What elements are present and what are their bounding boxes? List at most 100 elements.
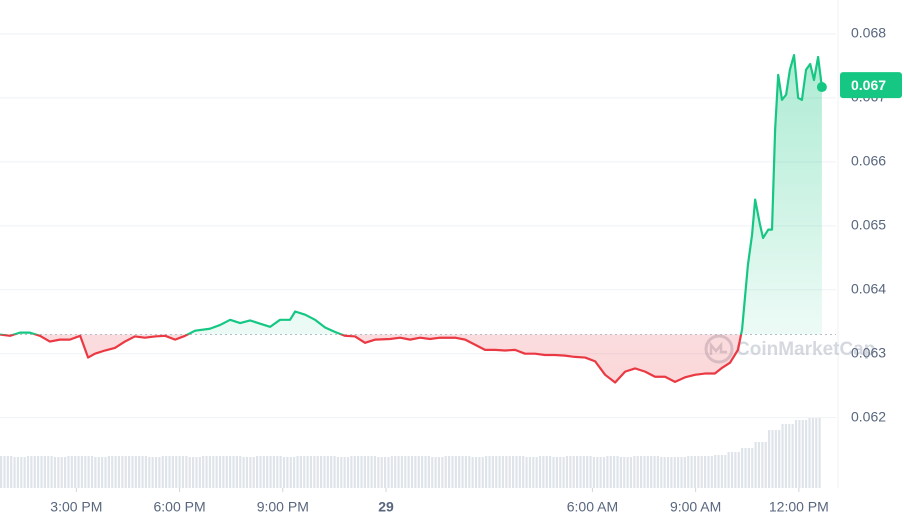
volume-bar xyxy=(606,456,609,488)
volume-bar xyxy=(714,455,717,488)
volume-bar xyxy=(414,456,417,488)
volume-bar xyxy=(10,456,13,488)
volume-bar xyxy=(518,456,521,488)
volume-bar xyxy=(710,456,713,488)
volume-bar xyxy=(104,457,107,488)
volume-bar xyxy=(80,456,84,488)
volume-bar xyxy=(447,456,451,488)
volume-bar xyxy=(693,456,697,488)
volume-bar xyxy=(552,457,555,488)
volume-bar xyxy=(353,456,356,488)
volume-bar xyxy=(198,457,201,488)
volume-bar xyxy=(639,456,643,488)
volume-bar xyxy=(761,442,764,488)
volume-bar xyxy=(340,457,343,488)
volume-bar xyxy=(13,457,16,488)
volume-bar xyxy=(360,456,363,488)
volume-bar xyxy=(794,420,798,488)
volume-bar xyxy=(532,457,535,488)
volume-bar xyxy=(481,457,484,488)
volume-bar xyxy=(154,457,158,488)
volume-bar xyxy=(562,457,565,488)
volume-bar xyxy=(677,457,680,488)
volume-bar xyxy=(818,418,821,488)
volume-bar xyxy=(575,456,579,488)
volume-bar xyxy=(717,455,720,488)
volume-bar xyxy=(111,456,114,488)
volume-bar xyxy=(565,456,569,488)
watermark: CoinMarketCap xyxy=(736,339,875,360)
volume-bar xyxy=(417,456,420,488)
volume-bar xyxy=(387,457,390,488)
volume-bar xyxy=(202,456,205,488)
volume-bar xyxy=(63,457,67,488)
volume-bar xyxy=(437,457,441,488)
x-tick-label: 29 xyxy=(378,499,394,515)
y-tick-label: 0.068 xyxy=(851,25,886,41)
volume-bar xyxy=(757,442,761,488)
volume-bar xyxy=(805,420,808,488)
volume-bar xyxy=(505,456,508,488)
volume-bar xyxy=(646,456,649,488)
volume-bar xyxy=(67,456,70,488)
volume-bar xyxy=(255,456,259,488)
volume-bar xyxy=(242,457,245,488)
volume-bar xyxy=(60,457,63,488)
volume-bar xyxy=(474,457,478,488)
volume-bar xyxy=(596,457,599,488)
volume-bar xyxy=(259,456,262,488)
volume-bar xyxy=(700,456,703,488)
volume-bar xyxy=(276,456,279,488)
volume-bar xyxy=(528,457,532,488)
volume-bar xyxy=(791,424,794,488)
volume-bar xyxy=(282,457,286,488)
volume-bar xyxy=(363,456,366,488)
volume-bar xyxy=(653,456,656,488)
volume-bar xyxy=(623,457,626,488)
volume-bar xyxy=(788,424,791,488)
volume-bar xyxy=(687,456,690,488)
volume-bar xyxy=(488,456,491,488)
volume-bar xyxy=(451,456,454,488)
volume-bar xyxy=(367,456,370,488)
volume-bar xyxy=(269,456,272,488)
volume-bar xyxy=(70,456,73,488)
volume-bar xyxy=(6,456,9,488)
volume-bar xyxy=(249,457,252,488)
volume-bar xyxy=(434,457,437,488)
volume-bar xyxy=(262,456,265,488)
y-tick-label: 0.063 xyxy=(851,344,886,360)
price-badge-label: 0.067 xyxy=(851,77,886,93)
volume-bar xyxy=(326,456,329,488)
volume-bar xyxy=(148,457,151,488)
volume-bar xyxy=(299,456,302,488)
volume-bar xyxy=(784,424,788,488)
volume-bar xyxy=(50,456,53,488)
y-tick-label: 0.065 xyxy=(851,217,886,233)
last-point xyxy=(816,82,827,93)
volume-bar xyxy=(350,456,353,488)
volume-bar xyxy=(767,430,771,488)
volume-bar xyxy=(175,456,178,488)
volume-bar xyxy=(404,456,407,488)
volume-bar xyxy=(208,456,212,488)
volume-bar xyxy=(212,456,215,488)
volume-bar xyxy=(616,456,619,488)
volume-bar xyxy=(636,456,639,488)
volume-bar xyxy=(582,456,585,488)
volume-bar xyxy=(293,457,296,488)
volume-bar xyxy=(673,457,676,488)
x-tick-label: 3:00 PM xyxy=(50,499,102,515)
volume-bar xyxy=(633,456,636,488)
area-up xyxy=(0,55,822,335)
volume-bar xyxy=(656,456,660,488)
volume-bar xyxy=(346,457,350,488)
price-line-down xyxy=(0,334,743,384)
volume-bar xyxy=(454,456,457,488)
volume-bar xyxy=(491,456,494,488)
volume-bar xyxy=(16,457,20,488)
volume-bar xyxy=(33,456,36,488)
volume-bar xyxy=(650,456,653,488)
y-tick-label: 0.062 xyxy=(851,408,886,424)
